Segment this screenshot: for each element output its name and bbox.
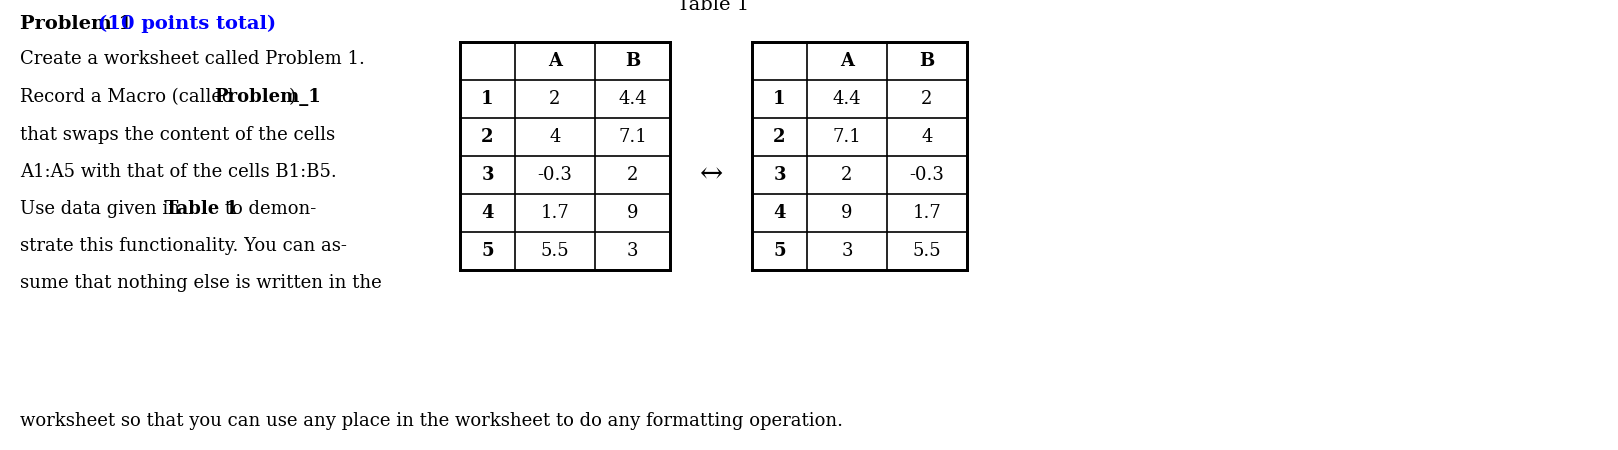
- Text: 4: 4: [773, 204, 786, 222]
- Text: 9: 9: [841, 204, 853, 222]
- Text: 4: 4: [481, 204, 493, 222]
- Text: 2: 2: [481, 128, 493, 146]
- Text: 4: 4: [550, 128, 561, 146]
- Text: Problem_1: Problem_1: [214, 88, 320, 106]
- Text: A1:A5 with that of the cells B1:B5.: A1:A5 with that of the cells B1:B5.: [19, 163, 337, 181]
- Text: ): ): [290, 88, 296, 106]
- Text: 2: 2: [626, 166, 637, 184]
- Text: B: B: [919, 52, 935, 70]
- Text: 2: 2: [773, 128, 786, 146]
- Text: 4: 4: [921, 128, 932, 146]
- Text: Record a Macro (called: Record a Macro (called: [19, 88, 239, 106]
- Text: 4.4: 4.4: [833, 90, 861, 108]
- Text: 2: 2: [921, 90, 932, 108]
- Text: 2: 2: [550, 90, 561, 108]
- Text: to demon-: to demon-: [218, 200, 316, 218]
- Text: Problem 1: Problem 1: [19, 15, 139, 33]
- Text: (10 points total): (10 points total): [99, 15, 277, 33]
- Text: -0.3: -0.3: [909, 166, 945, 184]
- Text: Use data given in: Use data given in: [19, 200, 186, 218]
- Text: 3: 3: [626, 242, 637, 260]
- Text: ↔: ↔: [701, 162, 723, 189]
- Text: 1: 1: [773, 90, 786, 108]
- Text: worksheet so that you can use any place in the worksheet to do any formatting op: worksheet so that you can use any place …: [19, 412, 843, 430]
- Text: 1: 1: [481, 90, 493, 108]
- Text: A: A: [840, 52, 854, 70]
- Text: 1.7: 1.7: [913, 204, 942, 222]
- Text: 3: 3: [481, 166, 493, 184]
- Text: 3: 3: [841, 242, 853, 260]
- Text: 7.1: 7.1: [618, 128, 647, 146]
- Text: -0.3: -0.3: [537, 166, 573, 184]
- Text: B: B: [625, 52, 641, 70]
- Text: that swaps the content of the cells: that swaps the content of the cells: [19, 126, 335, 144]
- Text: 5: 5: [481, 242, 493, 260]
- Text: 4.4: 4.4: [618, 90, 647, 108]
- Text: 2: 2: [841, 166, 853, 184]
- Text: 9: 9: [626, 204, 637, 222]
- Text: 1.7: 1.7: [540, 204, 570, 222]
- Text: 5: 5: [773, 242, 786, 260]
- Text: 3: 3: [773, 166, 786, 184]
- Text: Create a worksheet called Problem 1.: Create a worksheet called Problem 1.: [19, 50, 366, 68]
- Text: 7.1: 7.1: [833, 128, 861, 146]
- Text: 5.5: 5.5: [540, 242, 570, 260]
- Text: Table 1: Table 1: [165, 200, 238, 218]
- Text: sume that nothing else is written in the: sume that nothing else is written in the: [19, 274, 382, 292]
- Text: A: A: [549, 52, 561, 70]
- Text: 5.5: 5.5: [913, 242, 942, 260]
- Text: strate this functionality. You can as-: strate this functionality. You can as-: [19, 237, 346, 255]
- Text: Table 1: Table 1: [678, 0, 749, 14]
